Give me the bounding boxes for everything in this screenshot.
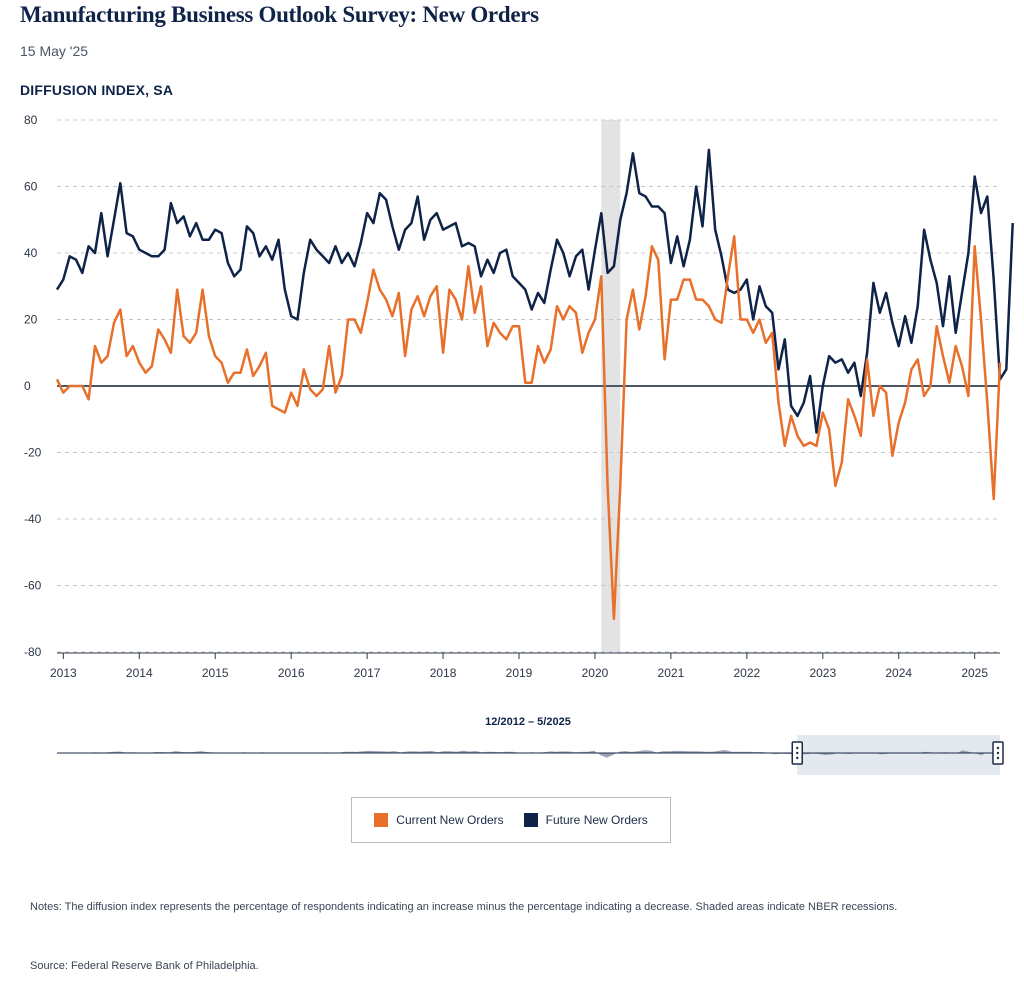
series-line-future-new-orders[interactable]: [55, 148, 1014, 434]
chart-area[interactable]: 80 60 40 20 0 -20 -40 -60 -80 2013 2014 2015 2016 201…: [0, 100, 1024, 700]
legend-label-future: Future New Orders: [545, 813, 648, 827]
y-tick-label: 60: [24, 180, 38, 194]
x-tick-label: 2018: [430, 666, 457, 680]
legend: Current New Orders Future New Orders: [351, 797, 671, 843]
y-tick-label: -40: [24, 512, 42, 526]
future-swatch-icon: [523, 813, 538, 827]
y-tick-label: 0: [24, 379, 31, 393]
y-axis-title: DIFFUSION INDEX, SA: [20, 82, 174, 98]
range-navigator[interactable]: 12/2012 – 5/2025: [0, 705, 1024, 780]
x-tick-label: 2014: [126, 666, 153, 680]
navigator-range-label: 12/2012 – 5/2025: [485, 716, 571, 728]
x-tick-label: 2016: [278, 666, 305, 680]
series-line-current-new-orders[interactable]: [55, 235, 1002, 621]
y-tick-label: -60: [24, 579, 42, 593]
y-tick-label: 40: [24, 246, 38, 260]
x-tick-label: 2021: [658, 666, 685, 680]
x-tick-label: 2024: [885, 666, 912, 680]
y-tick-label: 20: [24, 313, 38, 327]
x-tick-label: 2025: [961, 666, 988, 680]
legend-label-current: Current New Orders: [396, 813, 504, 827]
current-swatch-icon: [374, 813, 389, 827]
x-tick-label: 2015: [202, 666, 229, 680]
navigator-grip-icon: [996, 756, 1000, 760]
navigator-grip-icon: [996, 751, 1000, 755]
x-tick-label: 2019: [506, 666, 533, 680]
navigator-grip-icon: [796, 746, 799, 750]
x-tick-label: 2017: [354, 666, 381, 680]
y-tick-label: -80: [24, 645, 42, 659]
chart-date: 15 May '25: [20, 43, 89, 59]
navigator-grip-icon: [796, 756, 799, 760]
navigator-selection[interactable]: [797, 735, 1000, 775]
y-tick-label: -20: [24, 446, 42, 460]
x-tick-label: 2022: [733, 666, 760, 680]
x-tick-label: 2020: [582, 666, 609, 680]
legend-item-future[interactable]: Future New Orders: [523, 813, 648, 827]
chart-title: Manufacturing Business Outlook Survey: N…: [20, 2, 539, 27]
y-tick-label: 80: [24, 113, 38, 127]
legend-item-current[interactable]: Current New Orders: [374, 813, 504, 827]
x-tick-label: 2013: [50, 666, 77, 680]
x-tick-label: 2023: [809, 666, 836, 680]
notes-text: Notes: The diffusion index represents th…: [30, 901, 898, 913]
source-text: Source: Federal Reserve Bank of Philadel…: [30, 960, 259, 972]
navigator-grip-icon: [796, 751, 799, 755]
navigator-grip-icon: [996, 746, 1000, 750]
